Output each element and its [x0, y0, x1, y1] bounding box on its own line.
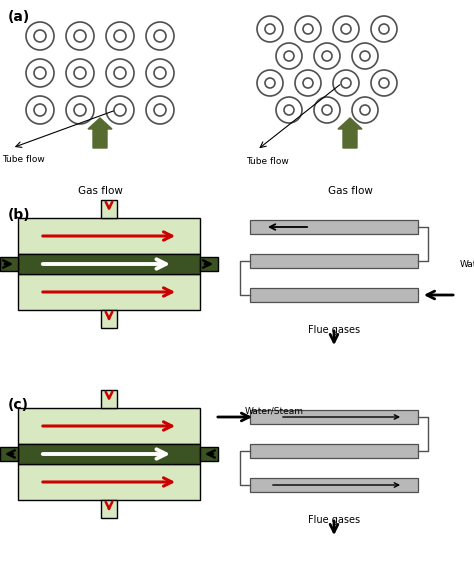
Text: (a): (a): [8, 10, 30, 24]
Bar: [200, 447, 218, 461]
Bar: [18, 274, 200, 310]
Text: Flue gases: Flue gases: [308, 515, 360, 525]
Bar: [200, 257, 218, 271]
Bar: [250, 478, 418, 492]
Bar: [18, 444, 200, 464]
Bar: [250, 254, 418, 268]
Bar: [18, 408, 200, 444]
Bar: [250, 288, 418, 302]
FancyArrow shape: [88, 118, 112, 148]
Bar: [0, 257, 18, 271]
Text: Gas flow: Gas flow: [328, 186, 373, 196]
FancyArrow shape: [338, 118, 362, 148]
Bar: [101, 310, 117, 328]
Bar: [250, 410, 418, 424]
Text: Flue gases: Flue gases: [308, 325, 360, 335]
Bar: [250, 444, 418, 458]
Bar: [18, 254, 200, 274]
Text: Water/Steam: Water/Steam: [460, 260, 474, 269]
Bar: [18, 218, 200, 254]
Text: (c): (c): [8, 398, 29, 412]
Bar: [101, 500, 117, 518]
Text: Tube flow: Tube flow: [246, 157, 289, 166]
Bar: [250, 220, 418, 234]
Text: (b): (b): [8, 208, 31, 222]
Bar: [101, 200, 117, 218]
Bar: [18, 464, 200, 500]
Text: Tube flow: Tube flow: [2, 155, 45, 164]
Text: Gas flow: Gas flow: [78, 186, 122, 196]
Text: Water/Steam: Water/Steam: [245, 406, 304, 415]
Bar: [101, 390, 117, 408]
Bar: [0, 447, 18, 461]
